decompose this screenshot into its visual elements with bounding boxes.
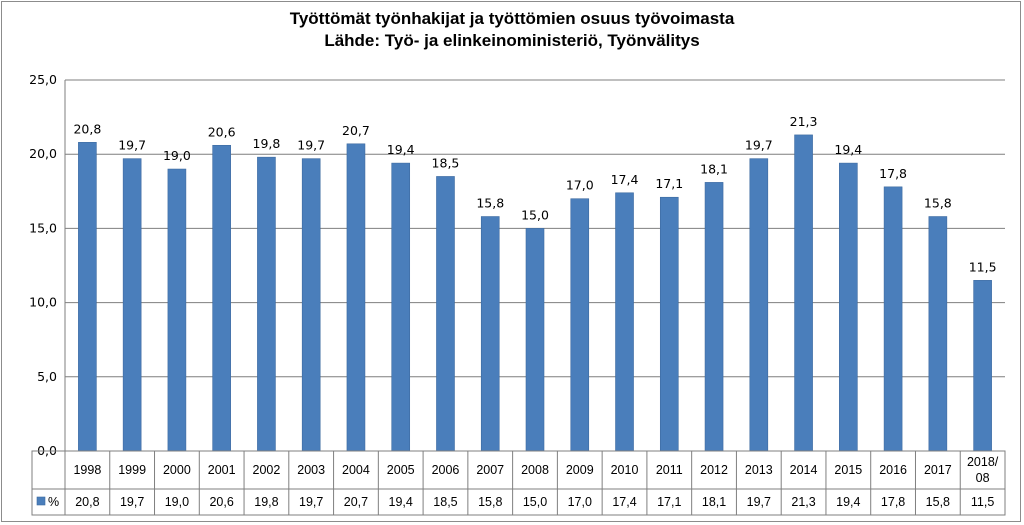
bar [391, 162, 411, 452]
bar [436, 176, 455, 452]
data-label: 18,1 [700, 161, 728, 176]
bar [301, 158, 321, 452]
data-table-value: 15,8 [926, 495, 950, 509]
data-table-value: 17,0 [568, 495, 592, 509]
data-label: 19,0 [163, 148, 191, 163]
x-tick-label: 2008 [521, 463, 549, 477]
data-table-value: 19,0 [165, 495, 189, 509]
bar [525, 228, 545, 452]
bar [615, 192, 634, 452]
data-label: 17,1 [655, 176, 683, 191]
x-tick-label: 2004 [342, 463, 370, 477]
data-table-value: 17,4 [612, 495, 636, 509]
x-tick-label: 2016 [879, 463, 907, 477]
data-table-value: 18,5 [433, 495, 457, 509]
x-tick-label: 2011 [656, 463, 683, 477]
x-tick-label: 2010 [611, 463, 639, 477]
data-table-value: 17,8 [881, 495, 905, 509]
data-label: 20,6 [208, 124, 236, 139]
bar [659, 196, 679, 452]
chart-title-line: Työttömät työnhakijat ja työttömien osuu… [289, 9, 735, 28]
data-label: 11,5 [969, 259, 997, 274]
bar [122, 158, 142, 452]
data-table-value: 20,8 [75, 495, 99, 509]
x-tick-label: 2009 [566, 463, 594, 477]
y-tick-label: 20,0 [29, 146, 57, 161]
data-label: 19,4 [834, 142, 862, 157]
bar [749, 158, 769, 452]
data-label: 19,7 [745, 138, 773, 153]
data-table-value: 15,0 [523, 495, 547, 509]
x-tick-label: 2002 [253, 463, 281, 477]
x-tick-label-line: 2018/ [967, 455, 999, 469]
data-label: 17,8 [879, 166, 907, 181]
data-label: 21,3 [790, 114, 818, 129]
data-table-value: 21,3 [791, 495, 815, 509]
data-label: 17,4 [611, 172, 639, 187]
x-tick-label: 2017 [924, 463, 952, 477]
bar [883, 186, 903, 452]
bar [704, 182, 724, 452]
bar [570, 198, 590, 452]
legend-label: % [48, 495, 59, 509]
bar [973, 280, 992, 452]
x-tick-label: 2012 [700, 463, 728, 477]
data-label: 15,8 [924, 196, 952, 211]
bar [78, 142, 97, 452]
x-tick-label: 1998 [73, 463, 101, 477]
bar [212, 144, 231, 452]
chart-subtitle-line: Lähde: Työ- ja elinkeinoministeriö, Työn… [324, 31, 700, 50]
data-label: 19,4 [387, 142, 415, 157]
bar [257, 156, 276, 452]
bar [839, 162, 858, 452]
y-tick-label: 25,0 [29, 72, 57, 87]
y-tick-label: 15,0 [29, 220, 57, 235]
x-tick-label: 2000 [163, 463, 191, 477]
chart-title: Työttömät työnhakijat ja työttömien osuu… [0, 8, 1024, 52]
data-table-value: 20,6 [209, 495, 233, 509]
legend-swatch [36, 496, 46, 506]
data-label: 19,7 [297, 138, 325, 153]
x-tick-label: 2006 [432, 463, 460, 477]
x-tick-label: 2003 [297, 463, 325, 477]
data-label: 20,7 [342, 123, 370, 138]
data-table-value: 19,7 [120, 495, 144, 509]
data-label: 15,0 [521, 207, 549, 222]
x-tick-label: 1999 [118, 463, 146, 477]
x-tick-label: 2013 [745, 463, 773, 477]
x-tick-label-line: 08 [976, 471, 990, 485]
data-label: 18,5 [432, 155, 460, 170]
data-table-value: 18,1 [702, 495, 726, 509]
bar [480, 216, 500, 452]
y-tick-label: 5,0 [37, 369, 57, 384]
x-tick-label: 2007 [476, 463, 504, 477]
data-label: 19,8 [253, 136, 281, 151]
x-tick-label: 2014 [790, 463, 818, 477]
data-table-value: 19,7 [299, 495, 323, 509]
bar [346, 143, 366, 452]
bar [928, 216, 948, 452]
x-tick-label: 2001 [208, 463, 236, 477]
data-table-value: 15,8 [478, 495, 502, 509]
data-label: 15,8 [476, 196, 504, 211]
data-label: 17,0 [566, 178, 594, 193]
bar [167, 168, 187, 452]
data-table-value: 20,7 [344, 495, 368, 509]
data-table-value: 19,4 [389, 495, 413, 509]
data-label: 19,7 [118, 138, 146, 153]
data-table-value: 19,4 [836, 495, 860, 509]
x-tick-label: 2015 [834, 463, 862, 477]
x-tick-label: 2005 [387, 463, 415, 477]
data-table-value: 17,1 [657, 495, 681, 509]
data-table-value: 19,8 [254, 495, 278, 509]
bar [794, 134, 813, 452]
y-tick-label: 10,0 [29, 295, 57, 310]
data-table-value: 11,5 [971, 495, 994, 509]
data-label: 20,8 [73, 121, 101, 136]
data-table-value: 19,7 [747, 495, 771, 509]
